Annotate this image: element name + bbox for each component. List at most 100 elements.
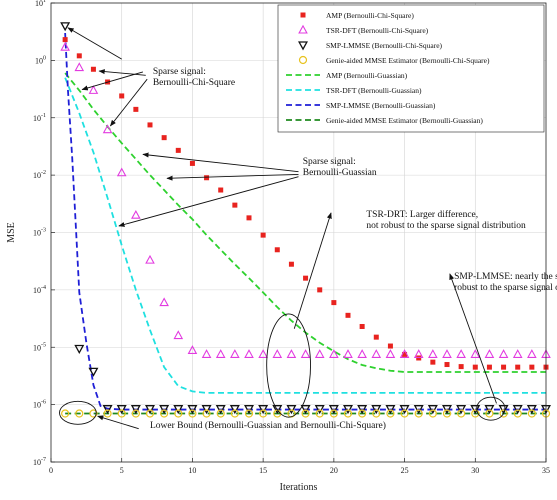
data-point: [444, 362, 450, 368]
series-line: [64, 32, 546, 411]
annotation-arrow: [110, 78, 148, 127]
data-point: [413, 349, 424, 358]
data-point: [512, 405, 523, 415]
data-point: [317, 287, 323, 293]
data-point: [472, 364, 478, 370]
data-point: [345, 312, 351, 318]
data-point: [343, 405, 353, 415]
annotation-arrow: [118, 176, 299, 227]
data-point: [486, 364, 492, 370]
annotation-arrow: [142, 152, 299, 173]
annotation-arrow: [67, 27, 122, 60]
data-point: [513, 409, 522, 418]
y-tick-label: 10-5: [33, 342, 46, 352]
data-point: [133, 106, 139, 112]
data-point: [498, 405, 509, 415]
data-point: [328, 405, 339, 415]
legend-label: TSR-DFT (Bernoulli-Chi-Square): [326, 26, 429, 35]
data-point: [230, 349, 240, 358]
data-point: [484, 405, 495, 415]
x-tick-label: 25: [401, 466, 409, 475]
data-point: [527, 349, 537, 358]
data-point: [402, 351, 408, 357]
y-tick-label: 10-3: [33, 228, 46, 238]
grid: [51, 3, 546, 462]
legend-entry: Genie-aided MMSE Estimator (Bernoulli-Gu…: [286, 116, 483, 125]
data-point: [258, 405, 269, 415]
legend-entry: AMP (Bernoulli-Chi-Square): [300, 11, 414, 20]
data-point: [232, 202, 238, 208]
x-tick-label: 30: [471, 466, 479, 475]
data-point: [498, 349, 509, 358]
x-axis-label: Iterations: [280, 482, 318, 493]
data-point: [343, 349, 353, 358]
data-point: [216, 409, 225, 418]
data-point: [201, 349, 212, 358]
data-point: [159, 297, 169, 307]
x-tick-label: 0: [49, 466, 53, 475]
data-point: [457, 409, 466, 418]
data-point: [272, 349, 283, 358]
data-point: [116, 167, 127, 177]
data-point: [201, 405, 212, 415]
y-tick-label: 10-7: [33, 457, 46, 467]
data-point: [456, 405, 467, 415]
y-tick-label: 10-1: [33, 113, 46, 123]
data-point: [89, 409, 98, 418]
data-point: [173, 405, 184, 415]
data-point: [414, 409, 423, 418]
data-point: [400, 409, 409, 418]
data-point: [246, 215, 252, 221]
annotation-tsr: TSR-DRT: Larger difference, not robust to…: [366, 209, 526, 231]
data-point: [372, 409, 381, 418]
data-point: [399, 405, 410, 415]
data-point: [286, 349, 297, 358]
legend-entry: Genie-aided MMSE Estimator (Bernoulli-Ch…: [298, 55, 490, 65]
annotation-ellipse: [59, 400, 97, 425]
series-tsr-dft-bernoulli-chi-square: [60, 41, 551, 358]
data-point: [331, 300, 337, 306]
legend-entry: SMP-LMMSE (Bernoulli-Guassian): [286, 101, 436, 110]
data-point: [145, 409, 155, 418]
annotation-ellipse: [266, 313, 311, 418]
annotation-arrow: [98, 69, 146, 76]
data-point: [471, 409, 480, 418]
tick-layer: 0 5 10 15 20 25 30 35 10-7 10-6 10-5 10-4 10-3 10-2 10…: [33, 0, 550, 475]
data-point: [88, 367, 99, 377]
annotation-smp: SMP-LMMSE: nearly the same,robust to the…: [454, 272, 557, 293]
data-point: [428, 409, 437, 418]
data-point: [485, 409, 494, 418]
data-point: [427, 405, 438, 415]
data-point: [470, 405, 481, 415]
data-point: [371, 349, 382, 358]
annotation-layer: Sparse signal: Bernoulli-Chi-Square Sparse…: [59, 27, 557, 431]
data-point: [288, 261, 294, 267]
data-point: [526, 405, 537, 415]
series-smp-lmmse-bernoulli-chi-square: [60, 22, 551, 415]
data-point: [300, 405, 311, 415]
data-point: [456, 349, 466, 358]
y-tick-label: 101: [35, 0, 46, 8]
data-point: [175, 147, 181, 153]
data-point: [314, 349, 325, 358]
data-point: [244, 405, 254, 415]
data-point: [301, 409, 310, 418]
data-point: [60, 41, 70, 51]
legend-swatch: [298, 41, 308, 51]
data-point: [300, 349, 311, 358]
data-point: [399, 349, 410, 358]
legend-entry: AMP (Bernoulli-Guassian): [286, 71, 408, 80]
data-point: [527, 409, 536, 418]
annotation-lb: Lower Bound (Bernoulli-Guassian and Bern…: [150, 420, 386, 431]
data-point: [88, 85, 99, 94]
data-point: [147, 122, 153, 128]
annotation-arrow: [81, 71, 144, 91]
annotation-arrow: [97, 415, 139, 430]
data-point: [512, 349, 523, 358]
legend-label: Genie-aided MMSE Estimator (Bernoulli-Gu…: [326, 116, 483, 125]
data-point: [272, 405, 283, 415]
y-tick-label: 10-6: [33, 400, 46, 410]
annotation-arrow: [449, 273, 497, 404]
data-point: [442, 405, 452, 415]
legend-swatch: [298, 55, 308, 65]
